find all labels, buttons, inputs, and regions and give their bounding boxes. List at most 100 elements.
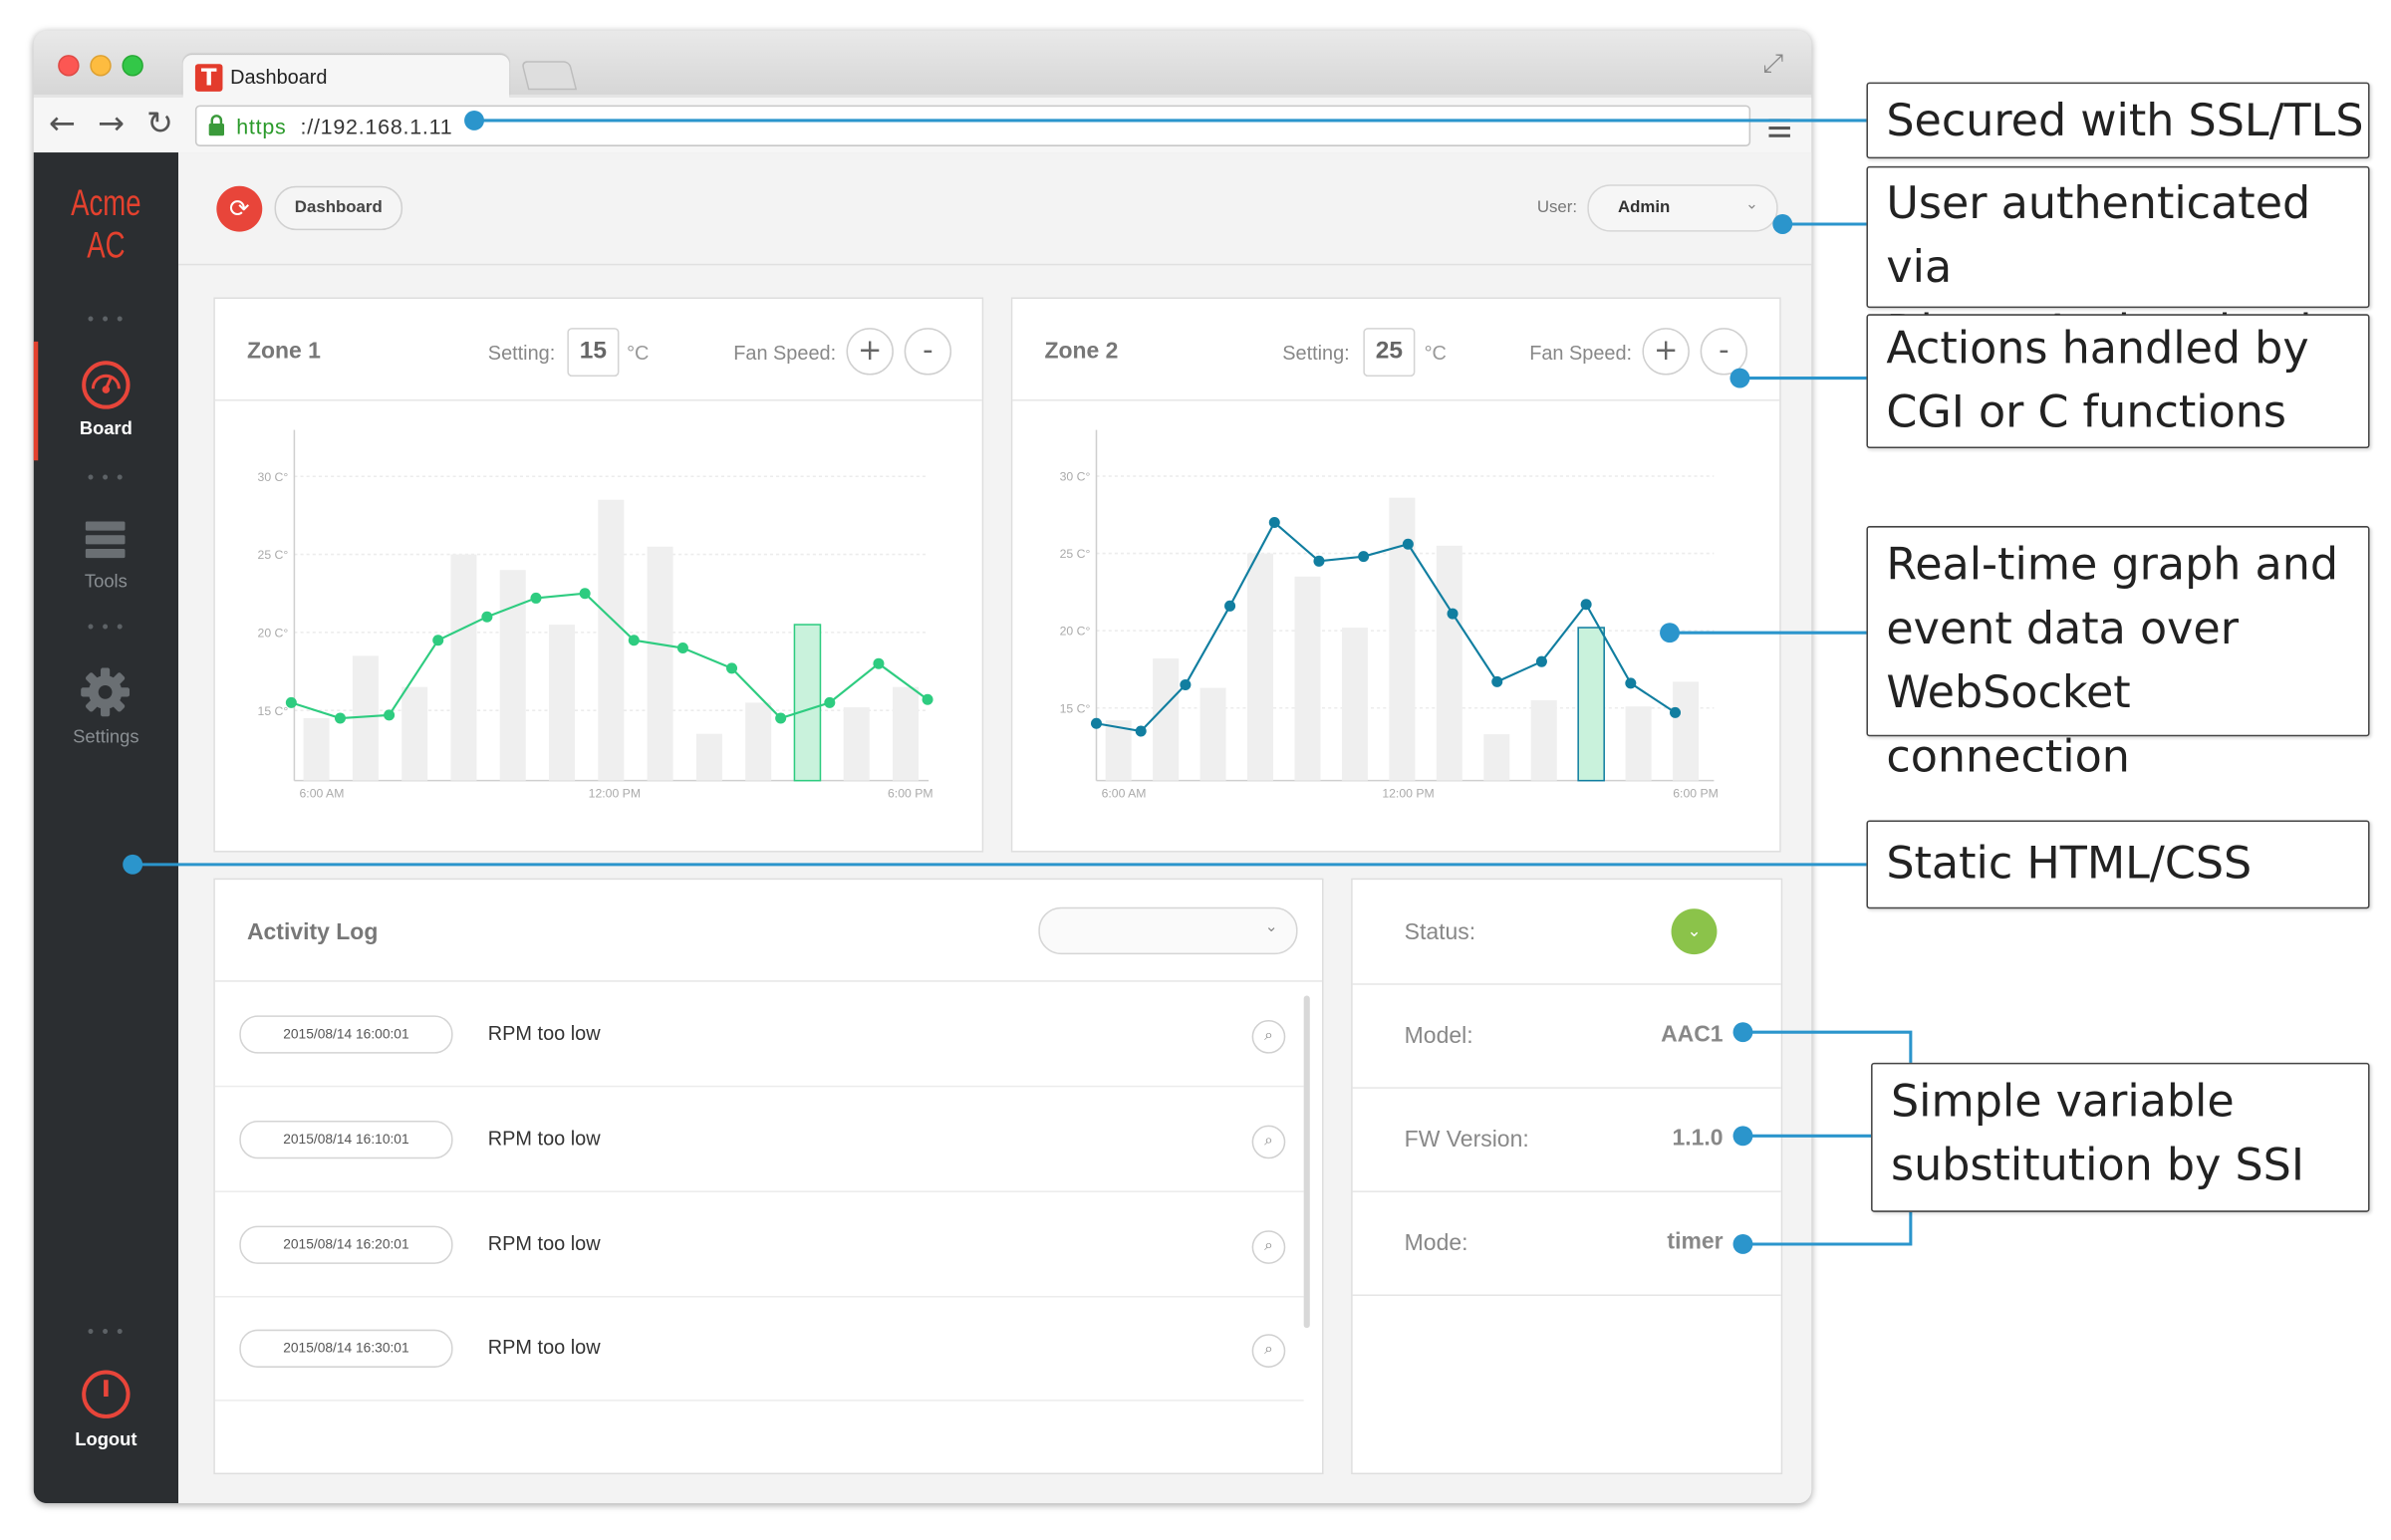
bar	[1673, 681, 1700, 781]
fan-speed-label: Fan Speed:	[733, 341, 837, 365]
sidebar-item-label: Board	[79, 417, 133, 439]
back-arrow-icon[interactable]: ←	[48, 105, 76, 142]
series-point	[1447, 608, 1459, 620]
log-time: 2015/08/14 16:20:01	[239, 1225, 453, 1264]
series-point	[775, 712, 787, 724]
series-point	[432, 635, 444, 646]
ssi-leader-mode	[1742, 1211, 1913, 1246]
browser-tab[interactable]: T Dashboard	[182, 55, 510, 98]
mode-label: Mode:	[1404, 1230, 1468, 1257]
bar	[843, 707, 870, 781]
callout-cgi: Actions handled by CGI or C functions	[1866, 314, 2370, 448]
magnifier-icon[interactable]: ⌕	[1251, 1230, 1286, 1264]
callout-text: Secured with SSL/TLS	[1886, 94, 2364, 146]
anchor-dot	[123, 854, 143, 875]
user-select[interactable]: Admin ⌄	[1587, 184, 1778, 232]
magnifier-icon[interactable]: ⌕	[1251, 1019, 1286, 1054]
log-filter-select[interactable]: ⌄	[1038, 906, 1298, 955]
zone-1-minus-button[interactable]: -	[904, 328, 952, 376]
logout-button[interactable]: Logout	[34, 1369, 178, 1460]
main-content: ⟳ Dashboard User: Admin ⌄ Zone 1 Setting…	[178, 152, 1812, 1504]
callout-ssl: Secured with SSL/TLS	[1866, 82, 2370, 159]
series-point	[384, 709, 396, 721]
breadcrumb[interactable]: Dashboard	[274, 185, 403, 231]
chevron-down-icon: ⌄	[1264, 918, 1278, 936]
series-point	[334, 712, 346, 724]
forward-arrow-icon[interactable]: →	[97, 105, 125, 142]
activity-log-card: Activity Log ⌄ 2015/08/14 16:00:01 RPM t…	[213, 878, 1324, 1475]
log-scrollbar[interactable]	[1303, 995, 1310, 1329]
log-row[interactable]: 2015/08/14 16:10:01 RPM too low ⌕	[214, 1087, 1304, 1192]
log-message: RPM too low	[487, 1231, 601, 1255]
zone-1-plus-button[interactable]: +	[846, 328, 894, 376]
anchor-dot	[1772, 214, 1793, 234]
log-message: RPM too low	[487, 1127, 601, 1151]
minimize-window-button[interactable]	[90, 55, 112, 77]
zone-2-plus-button[interactable]: +	[1642, 328, 1690, 376]
sidebar-item-tools[interactable]: Tools	[34, 521, 178, 598]
series-point	[1358, 551, 1370, 563]
url-host: ://192.168.1.11	[300, 114, 453, 139]
bar	[499, 570, 526, 781]
sidebar-item-board[interactable]: Board	[34, 360, 178, 466]
log-message: RPM too low	[487, 1335, 601, 1359]
browser-window: T Dashboard ⤢ ← → ↻ https ://192.168.1.1…	[33, 30, 1812, 1504]
bar	[1105, 720, 1132, 781]
log-row[interactable]: 2015/08/14 16:30:01 RPM too low ⌕	[214, 1296, 1304, 1402]
bar	[598, 499, 625, 781]
highlight-bar	[1577, 627, 1605, 782]
gear-icon	[81, 667, 131, 717]
active-indicator	[33, 341, 39, 461]
bar	[695, 733, 722, 781]
status-ok-icon: ⌄	[1671, 908, 1718, 955]
fullscreen-icon[interactable]: ⤢	[1762, 48, 1784, 80]
sidebar-divider-dots: • • •	[87, 616, 125, 638]
bar	[1199, 687, 1226, 781]
y-tick-label: 30 C°	[258, 470, 289, 484]
setting-label: Setting:	[1282, 341, 1350, 365]
fw-version-label: FW Version:	[1404, 1127, 1529, 1154]
series-point	[1268, 517, 1280, 529]
reload-icon[interactable]: ↻	[145, 105, 173, 142]
status-row: Status: ⌄	[1352, 880, 1781, 985]
series-point	[1224, 600, 1236, 612]
url-scheme: https	[236, 114, 287, 139]
address-bar[interactable]: https ://192.168.1.11	[194, 105, 1751, 146]
status-label: Status:	[1404, 918, 1476, 945]
series-point	[628, 635, 640, 646]
user-select-value: Admin	[1617, 197, 1671, 217]
fan-speed-label: Fan Speed:	[1529, 341, 1633, 365]
series-point	[1090, 717, 1103, 729]
log-row[interactable]: 2015/08/14 16:00:01 RPM too low ⌕	[214, 982, 1304, 1088]
series-point	[1180, 678, 1192, 690]
x-tick-label: 6:00 PM	[888, 787, 933, 801]
zoom-window-button[interactable]	[122, 55, 143, 77]
model-row: Model: AAC1	[1352, 983, 1781, 1089]
magnifier-icon[interactable]: ⌕	[1251, 1334, 1286, 1368]
log-row[interactable]: 2015/08/14 16:20:01 RPM too low ⌕	[214, 1192, 1304, 1298]
setting-label: Setting:	[487, 341, 556, 365]
bar	[1483, 734, 1510, 781]
callout-text: Real-time graph and event data over WebS…	[1886, 538, 2339, 783]
bar	[1341, 628, 1368, 781]
user-label: User:	[1536, 197, 1578, 217]
sidebar-item-settings[interactable]: Settings	[34, 667, 178, 751]
zone-1-setting-value[interactable]: 15	[567, 328, 620, 378]
sidebar-item-label: Tools	[84, 570, 128, 592]
y-tick-label: 20 C°	[1060, 625, 1091, 639]
zone-2-setting-value[interactable]: 25	[1363, 328, 1416, 378]
bar	[1436, 545, 1462, 781]
app-sidebar: Acme AC • • • Board • • • Tools	[33, 152, 179, 1504]
log-message: RPM too low	[487, 1021, 601, 1045]
close-window-button[interactable]	[58, 55, 80, 77]
y-tick-label: 25 C°	[258, 548, 289, 562]
magnifier-icon[interactable]: ⌕	[1251, 1125, 1286, 1159]
mode-value: timer	[1667, 1228, 1724, 1255]
fw-version-row: FW Version: 1.1.0	[1352, 1087, 1781, 1192]
zone-2-minus-button[interactable]: -	[1700, 328, 1748, 376]
refresh-button[interactable]: ⟳	[216, 185, 263, 232]
log-time: 2015/08/14 16:00:01	[239, 1015, 453, 1054]
series-point	[1402, 538, 1414, 550]
sidebar-divider-dots: • • •	[87, 1320, 125, 1342]
